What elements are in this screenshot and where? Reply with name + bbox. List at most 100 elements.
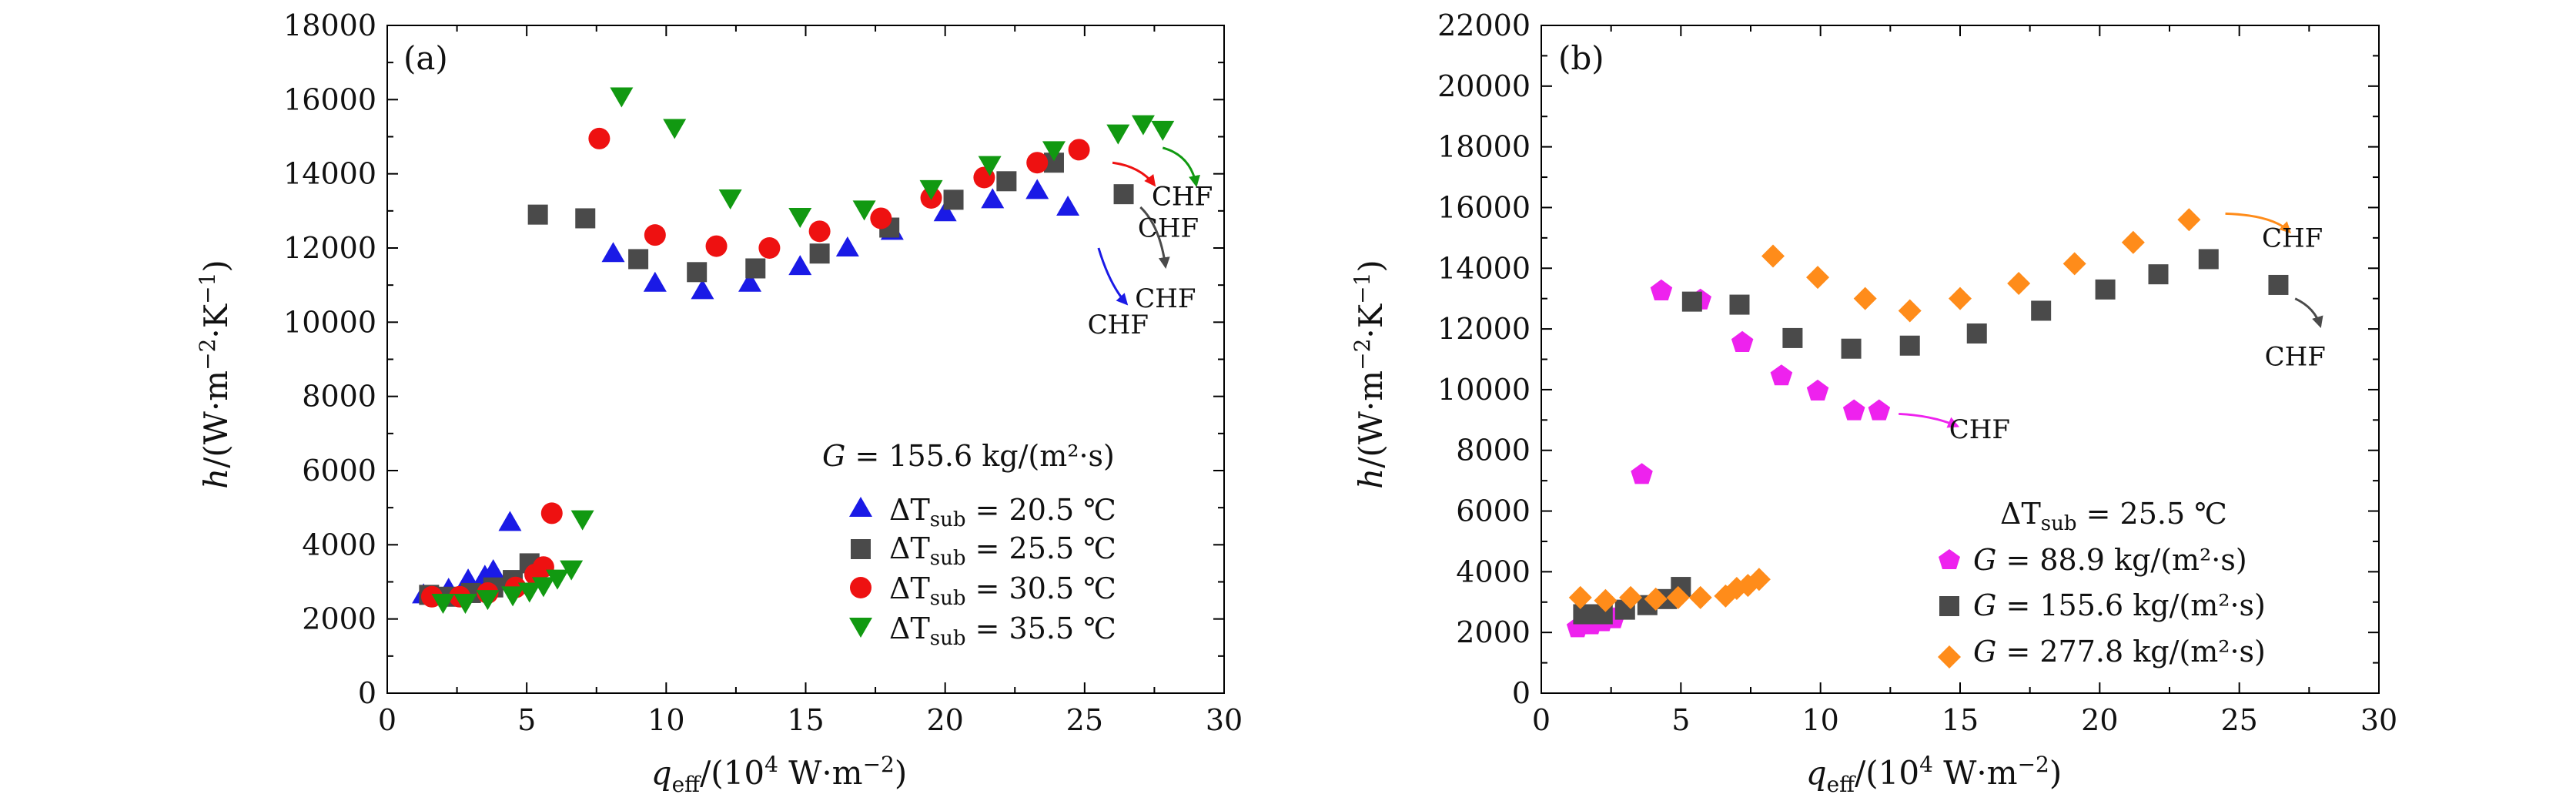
data-point [2031, 300, 2052, 321]
panel-a-legend-item-3: ΔTsub = 35.5 ℃ [849, 612, 1116, 650]
data-point [2007, 271, 2031, 295]
svg-text:ΔTsub = 25.5 ℃: ΔTsub = 25.5 ℃ [889, 531, 1116, 570]
panel-a-legend-item-0: ΔTsub = 20.5 ℃ [849, 493, 1116, 531]
data-point [809, 243, 830, 264]
data-point [852, 200, 876, 221]
x-tick-label: 20 [2081, 703, 2118, 737]
data-point [610, 87, 634, 108]
panel-b-legend-marker-0 [1939, 549, 1960, 569]
data-point [498, 511, 522, 531]
svg-text:h/(W·m−2·K−1): h/(W·m−2·K−1) [195, 260, 235, 489]
panel-b-plot: 0 5 10 15 20 25 30 0 2000 4000 6000 8000 10000 12000 1… [1437, 8, 2397, 737]
panel-a-ylabel: h/(W·m−2·K−1) [195, 260, 235, 489]
panel-a-legend-marker-3 [849, 618, 872, 638]
data-point [1681, 291, 1702, 312]
data-point [1949, 287, 1972, 310]
data-point [745, 258, 766, 279]
data-point [919, 179, 943, 200]
y-tick-label: 18000 [1437, 130, 1531, 164]
panel-a-legend: G = 155.6 kg/(m²·s) ΔTsub = 20.5 ℃ ΔTsub… [822, 439, 1116, 650]
data-point [476, 590, 500, 611]
y-tick-label: 22000 [1437, 8, 1531, 42]
svg-text:G = 155.6 kg/(m²·s): G = 155.6 kg/(m²·s) [1973, 588, 2266, 622]
data-point [1573, 604, 1594, 625]
x-tick-label: 15 [787, 703, 824, 737]
data-point [758, 237, 781, 259]
panel-b-legend-item-1: G = 155.6 kg/(m²·s) [1939, 588, 2266, 622]
data-point [808, 220, 831, 243]
y-tick-label: 14000 [283, 157, 376, 191]
svg-text:G = 277.8 kg/(m²·s): G = 277.8 kg/(m²·s) [1973, 635, 2266, 669]
panel-a-legend-marker-1 [851, 539, 871, 559]
x-tick-label: 0 [1532, 703, 1551, 737]
panel-a-legend-item-2: ΔTsub = 30.5 ℃ [850, 571, 1116, 610]
data-point [601, 242, 625, 263]
data-point [1042, 141, 1066, 162]
panel-b-legend-marker-2 [1938, 645, 1961, 669]
x-tick-label: 25 [1066, 703, 1103, 737]
y-tick-label: 14000 [1437, 251, 1531, 285]
data-point [933, 201, 957, 222]
data-point [691, 279, 714, 300]
panel-b-legend-title: ΔTsub = 25.5 ℃ [2000, 497, 2227, 535]
data-point [481, 559, 505, 580]
data-point [2148, 264, 2169, 285]
y-tick-label: 8000 [302, 380, 376, 414]
data-point [1106, 124, 1130, 145]
data-point [2062, 252, 2086, 276]
chf-arrow [2294, 297, 2323, 329]
svg-text:h/(W·m−2·K−1): h/(W·m−2·K−1) [1350, 260, 1390, 489]
x-tick-label: 30 [2360, 703, 2397, 737]
data-point [1688, 585, 1712, 609]
data-point [705, 235, 728, 257]
chf-arrow [2225, 212, 2292, 234]
data-point [1782, 327, 1803, 348]
panel-b-legend: ΔTsub = 25.5 ℃ G = 88.9 kg/(m²·s) G = 15… [1938, 497, 2266, 669]
y-tick-label: 0 [1512, 676, 1531, 710]
data-point [1761, 244, 1785, 268]
y-tick-label: 0 [358, 676, 376, 710]
data-point [453, 593, 477, 614]
data-point [2121, 230, 2145, 254]
data-point [540, 502, 563, 524]
data-point [663, 119, 687, 139]
data-point [788, 255, 812, 276]
x-tick-label: 20 [926, 703, 963, 737]
data-point [738, 271, 762, 292]
data-point [527, 204, 548, 225]
data-point [1594, 588, 1618, 612]
chf-label: CHF [1152, 182, 1213, 213]
panel-b-legend-item-2: G = 277.8 kg/(m²·s) [1938, 635, 2266, 669]
panel-a-series-3 [431, 87, 1175, 614]
chf-arrow [1162, 146, 1200, 188]
data-point [943, 189, 964, 210]
chf-label: CHF [1138, 213, 1199, 244]
y-tick-label: 2000 [302, 602, 376, 636]
panel-b: 0 5 10 15 20 25 30 0 2000 4000 6000 8000 10000 12000 1… [1350, 8, 2397, 797]
panel-b-label: (b) [1558, 39, 1604, 77]
y-tick-label: 6000 [1456, 494, 1531, 528]
panel-a: 0 5 10 15 20 25 30 0 2000 4000 6000 8000 10000 12000 1… [195, 8, 1243, 797]
data-point [1026, 152, 1049, 174]
data-point [501, 586, 525, 607]
data-point [644, 224, 666, 246]
chf-label: CHF [2262, 223, 2323, 254]
panel-b-series-0 [1566, 279, 1891, 638]
data-point [517, 582, 541, 603]
y-tick-label: 4000 [302, 528, 376, 561]
chf-arrow [1112, 161, 1156, 187]
y-tick-label: 16000 [1437, 190, 1531, 224]
data-point [870, 207, 892, 230]
chf-label: CHF [1949, 414, 2010, 445]
y-tick-label: 10000 [1437, 373, 1531, 407]
chf-arrow [1139, 206, 1170, 270]
data-point [2198, 249, 2219, 270]
panel-b-ylabel: h/(W·m−2·K−1) [1350, 260, 1390, 489]
chf-arrow [1899, 412, 1960, 428]
data-point [1068, 139, 1090, 161]
data-point [1644, 587, 1668, 611]
data-point [835, 236, 859, 256]
x-tick-label: 5 [1671, 703, 1690, 737]
data-point [1966, 323, 1987, 344]
